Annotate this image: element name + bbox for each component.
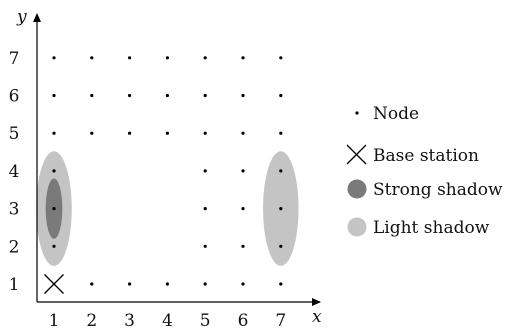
grid-node	[90, 93, 94, 98]
legend-strong-shadow-label: Strong shadow	[373, 180, 503, 200]
grid-node	[128, 282, 132, 286]
grid-node	[241, 93, 245, 98]
x-tick-label: 3	[124, 311, 135, 331]
grid-node	[165, 93, 169, 98]
x-tick-label: 4	[162, 311, 173, 331]
grid-node	[52, 169, 56, 173]
grid-node	[165, 131, 169, 135]
grid-node	[279, 93, 283, 98]
grid-node	[279, 56, 283, 60]
y-tick-label: 7	[9, 49, 20, 69]
legend-node-label: Node	[373, 104, 419, 124]
y-tick-label: 3	[9, 200, 20, 220]
grid-node	[241, 131, 245, 135]
x-tick-labels: 1 2 3 4 5 6 7	[49, 311, 287, 331]
grid-node	[52, 207, 56, 211]
grid-node	[279, 207, 283, 211]
grid-node	[90, 282, 94, 286]
y-tick-labels: 1 2 3 4 5 6 7	[9, 49, 20, 295]
y-tick-label: 6	[9, 87, 20, 107]
legend: Node Base station Strong shadow Light sh…	[346, 104, 503, 238]
grid-node	[203, 131, 207, 135]
y-tick-label: 4	[9, 162, 20, 182]
base-station-marker	[44, 274, 64, 294]
grid-node	[90, 56, 94, 60]
grid-node	[203, 207, 207, 211]
y-tick-label: 5	[9, 124, 20, 144]
y-tick-label: 2	[9, 237, 20, 257]
grid-node	[241, 282, 245, 286]
shadow-regions	[36, 151, 299, 266]
grid-node	[279, 282, 283, 286]
grid-node	[203, 56, 207, 60]
grid-node	[241, 244, 245, 248]
grid-node	[279, 169, 283, 173]
legend-node-symbol	[355, 111, 359, 115]
x-tick-label: 7	[275, 311, 286, 331]
grid-node	[52, 56, 56, 60]
x-axis-label: x	[312, 307, 322, 327]
grid-node	[241, 207, 245, 211]
legend-light-shadow-symbol	[347, 217, 367, 237]
grid-node	[203, 169, 207, 173]
grid-node	[241, 169, 245, 173]
grid-node	[203, 282, 207, 286]
legend-strong-shadow-symbol	[347, 179, 367, 199]
x-tick-label: 1	[49, 311, 60, 331]
grid-node	[203, 93, 207, 98]
base-station-cross-stroke	[44, 274, 64, 294]
grid-node	[52, 244, 56, 248]
grid-node	[128, 93, 132, 98]
grid-node	[90, 131, 94, 135]
grid-node	[165, 56, 169, 60]
grid-node	[279, 131, 283, 135]
legend-light-shadow-label: Light shadow	[373, 218, 490, 238]
legend-base-station-label: Base station	[373, 146, 479, 166]
x-tick-label: 2	[86, 311, 97, 331]
grid-node	[165, 282, 169, 286]
grid-node	[128, 56, 132, 60]
grid-node	[52, 93, 56, 98]
x-tick-label: 6	[238, 311, 249, 331]
grid-node	[241, 56, 245, 60]
grid-node	[128, 131, 132, 135]
y-tick-label: 1	[9, 275, 20, 295]
grid-node	[279, 244, 283, 248]
node-dots	[52, 56, 283, 286]
grid-node	[203, 244, 207, 248]
x-tick-label: 5	[200, 311, 211, 331]
y-axis-label: y	[16, 7, 27, 27]
legend-base-station-symbol	[346, 144, 367, 165]
grid-node	[52, 131, 56, 135]
